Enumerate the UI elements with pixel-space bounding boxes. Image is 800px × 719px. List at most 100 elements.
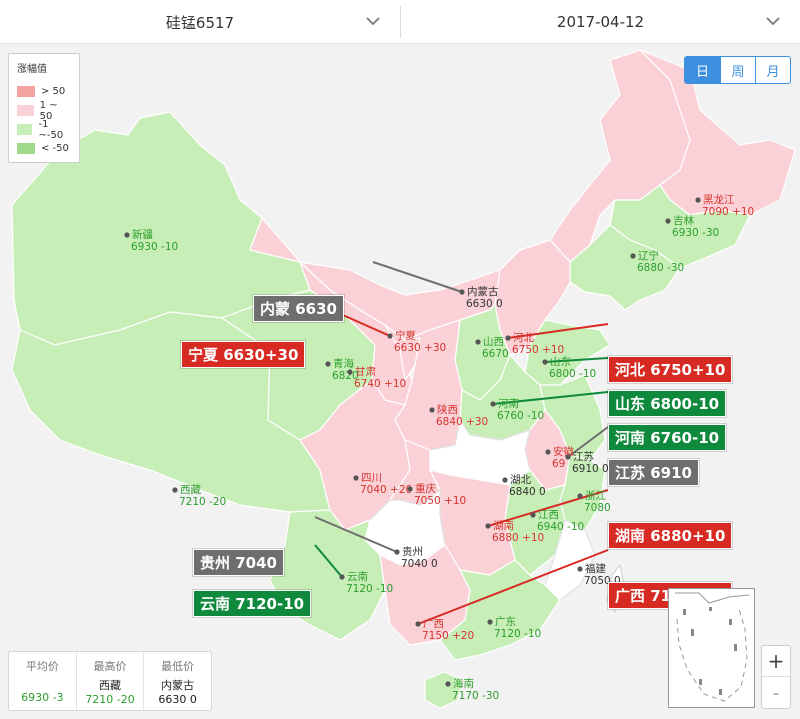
region-name: 广东 <box>495 615 516 628</box>
region-name: 山西 <box>483 336 504 348</box>
stat-min-region: 内蒙古 <box>161 679 195 692</box>
legend-label: 1 ~ 50 <box>39 99 58 122</box>
province-guangdong[interactable] <box>439 559 561 661</box>
callout-shandong[interactable]: 山东 6800-10 <box>608 390 727 417</box>
south-china-sea-islands-icon <box>675 592 750 702</box>
legend-item[interactable]: > 50 <box>17 82 71 101</box>
region-dot <box>630 253 636 259</box>
region-dot <box>325 361 331 367</box>
callout-ningxia[interactable]: 宁夏 6630+30 <box>181 341 306 368</box>
region-value: 7210 -20 <box>179 496 226 508</box>
region-value: 7120 -10 <box>346 583 393 595</box>
product-selector-label: 硅锰6517 <box>165 13 235 32</box>
legend-title: 涨幅值 <box>17 64 47 75</box>
legend: 涨幅值 > 50 1 ~ 50 -1 ~-50 < -50 <box>8 53 80 163</box>
region-value: 6930 -10 <box>131 241 178 253</box>
region-name: 广西 <box>423 618 444 630</box>
callout-jiangsu[interactable]: 江苏 6910 <box>608 459 699 486</box>
selector-divider <box>400 6 401 38</box>
region-value: 7080 <box>584 502 611 514</box>
region-dot <box>665 218 671 224</box>
tab-month[interactable]: 月 <box>755 57 790 83</box>
legend-item[interactable]: -1 ~-50 <box>17 119 71 141</box>
region-dot <box>394 549 400 555</box>
region-name: 贵州 <box>402 545 423 558</box>
region-dot <box>542 359 548 365</box>
callout-guizhou[interactable]: 贵州 7040 <box>193 549 284 576</box>
region-name: 安徽 <box>553 445 574 458</box>
region-dot <box>353 475 359 481</box>
region-value: 6800 -10 <box>549 368 596 380</box>
stat-min-label: 最低价 <box>161 660 195 673</box>
region-name: 重庆 <box>415 482 436 495</box>
china-map[interactable]: 黑龙江 7090 +10 吉林 6930 -30 辽宁 6880 -30 新疆 6930 -1… <box>0 45 800 719</box>
region-name: 四川 <box>361 472 382 484</box>
leader-line <box>544 357 609 363</box>
date-selector[interactable]: 2017-04-12 <box>401 0 800 44</box>
legend-item[interactable]: 1 ~ 50 <box>17 99 71 122</box>
region-name: 福建 <box>585 562 606 575</box>
leader-line <box>567 426 609 458</box>
region-name: 河北 <box>513 332 534 344</box>
legend-swatch <box>17 124 33 135</box>
region-dot <box>407 486 413 492</box>
date-selector-label: 2017-04-12 <box>556 13 645 31</box>
region-dot <box>485 523 491 529</box>
region-dot <box>565 454 571 460</box>
zoom-out-button[interactable]: - <box>772 680 780 705</box>
stat-average: 平均价 6930 -3 <box>9 652 76 710</box>
callout-yunnan[interactable]: 云南 7120-10 <box>193 590 312 617</box>
legend-swatch <box>17 143 35 154</box>
callout-henan[interactable]: 河南 6760-10 <box>608 424 727 451</box>
stat-max: 最高价 西藏 7210 -20 <box>75 652 144 710</box>
callout-neimeng[interactable]: 内蒙 6630 <box>253 295 344 322</box>
province-hainan[interactable] <box>424 671 463 709</box>
zoom-control: + - <box>761 645 791 709</box>
region-name: 吉林 <box>673 214 694 227</box>
legend-item[interactable]: < -50 <box>17 139 71 158</box>
region-name: 浙江 <box>585 490 606 502</box>
tab-day[interactable]: 日 <box>685 57 720 83</box>
tab-week[interactable]: 周 <box>720 57 755 83</box>
product-selector[interactable]: 硅锰6517 <box>0 0 400 44</box>
region-value: 7050 +10 <box>414 495 466 507</box>
leader-line <box>372 261 463 293</box>
callout-hunan[interactable]: 湖南 6880+10 <box>608 522 733 549</box>
leader-line <box>417 549 609 625</box>
stat-min-value: 6630 0 <box>158 693 197 706</box>
zoom-in-button[interactable]: + <box>762 646 790 677</box>
leader-line <box>314 544 343 578</box>
callout-hebei[interactable]: 河北 6750+10 <box>608 356 733 383</box>
region-name: 新疆 <box>132 228 153 241</box>
region-dot <box>415 621 421 627</box>
region-name: 青海 <box>333 357 354 370</box>
region-value: 7170 -30 <box>452 690 499 702</box>
region-value: 7120 -10 <box>494 628 541 640</box>
